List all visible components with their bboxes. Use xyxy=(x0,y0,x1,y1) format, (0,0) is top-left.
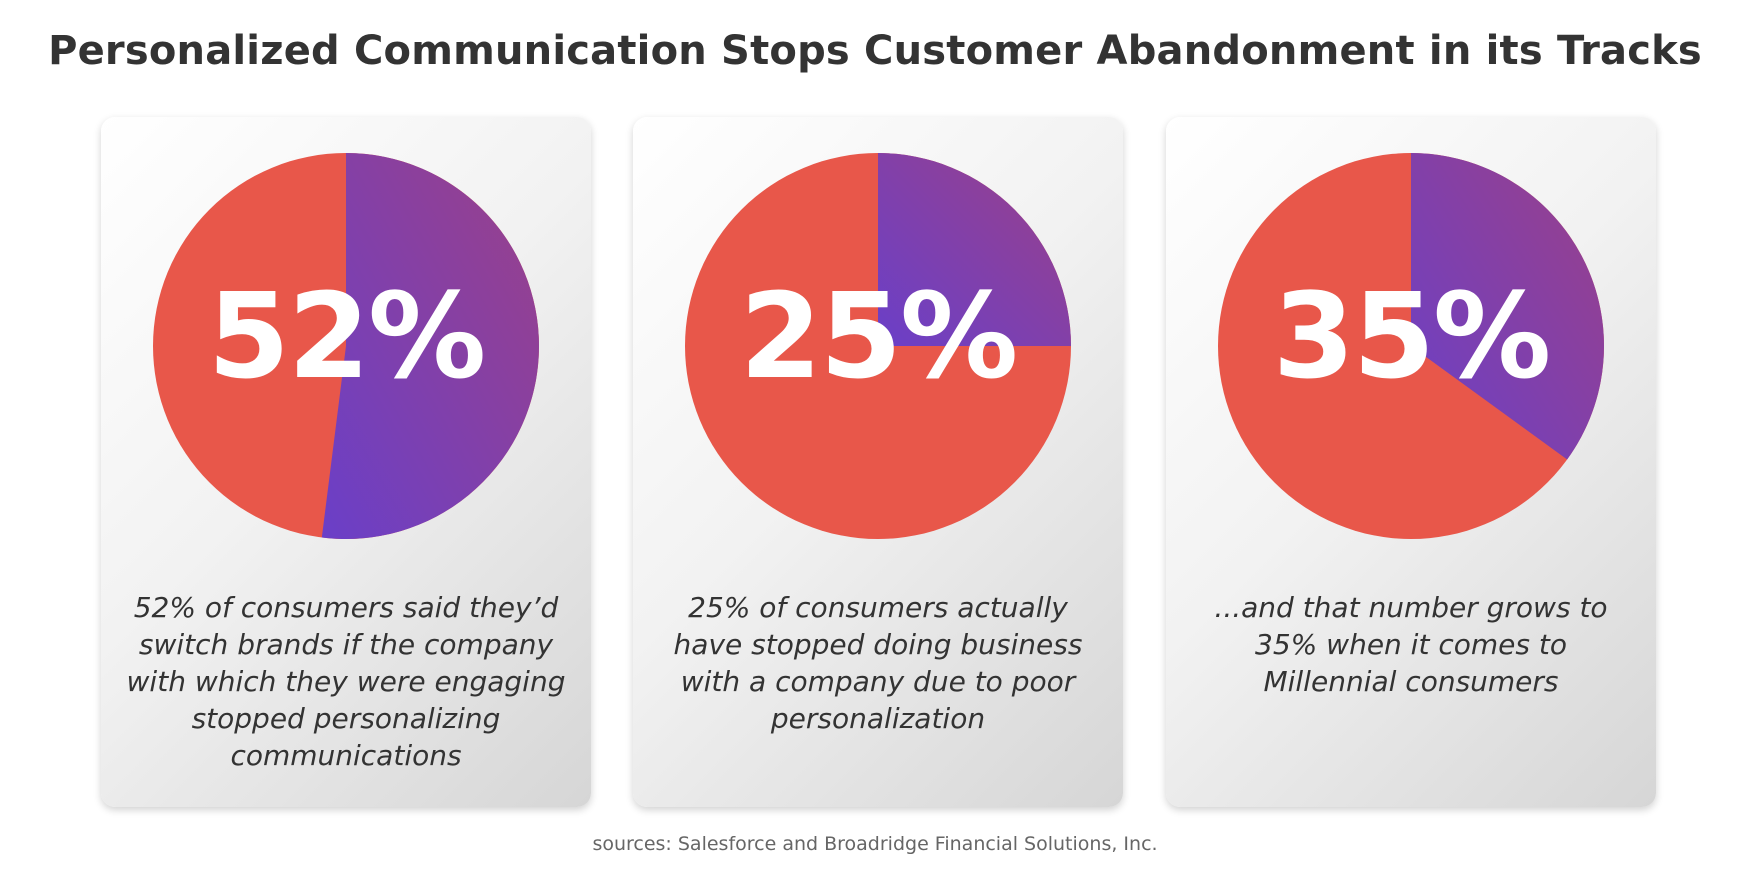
pie-chart-2 xyxy=(685,153,1071,539)
stat-description-2: 25% of consumers actually have stopped d… xyxy=(673,591,1083,735)
stat-value-3: 35% xyxy=(1272,267,1551,405)
pie-slice-highlight xyxy=(878,153,1071,346)
pie-chart-1 xyxy=(153,153,539,539)
source-note: sources: Salesforce and Broadridge Finan… xyxy=(592,833,1158,855)
pie-chart-3 xyxy=(1218,153,1604,539)
stat-value-2: 25% xyxy=(739,267,1018,405)
stat-card-2: 25% 25% of consumers actually have stopp… xyxy=(633,117,1123,807)
stat-description-3: ...and that number grows to 35% when it … xyxy=(1214,591,1608,698)
stat-card-3: 35% ...and that number grows to 35% when… xyxy=(1166,117,1656,807)
pie-slice-highlight xyxy=(321,153,539,539)
stat-value-1: 52% xyxy=(207,267,486,405)
stat-card-1: 52% 52% of consumers said they’d switch … xyxy=(101,117,591,807)
stat-description-1: 52% of consumers said they’d switch bran… xyxy=(126,591,566,772)
chart-title: Personalized Communication Stops Custome… xyxy=(48,28,1702,74)
pie-slice-highlight xyxy=(1411,153,1604,460)
